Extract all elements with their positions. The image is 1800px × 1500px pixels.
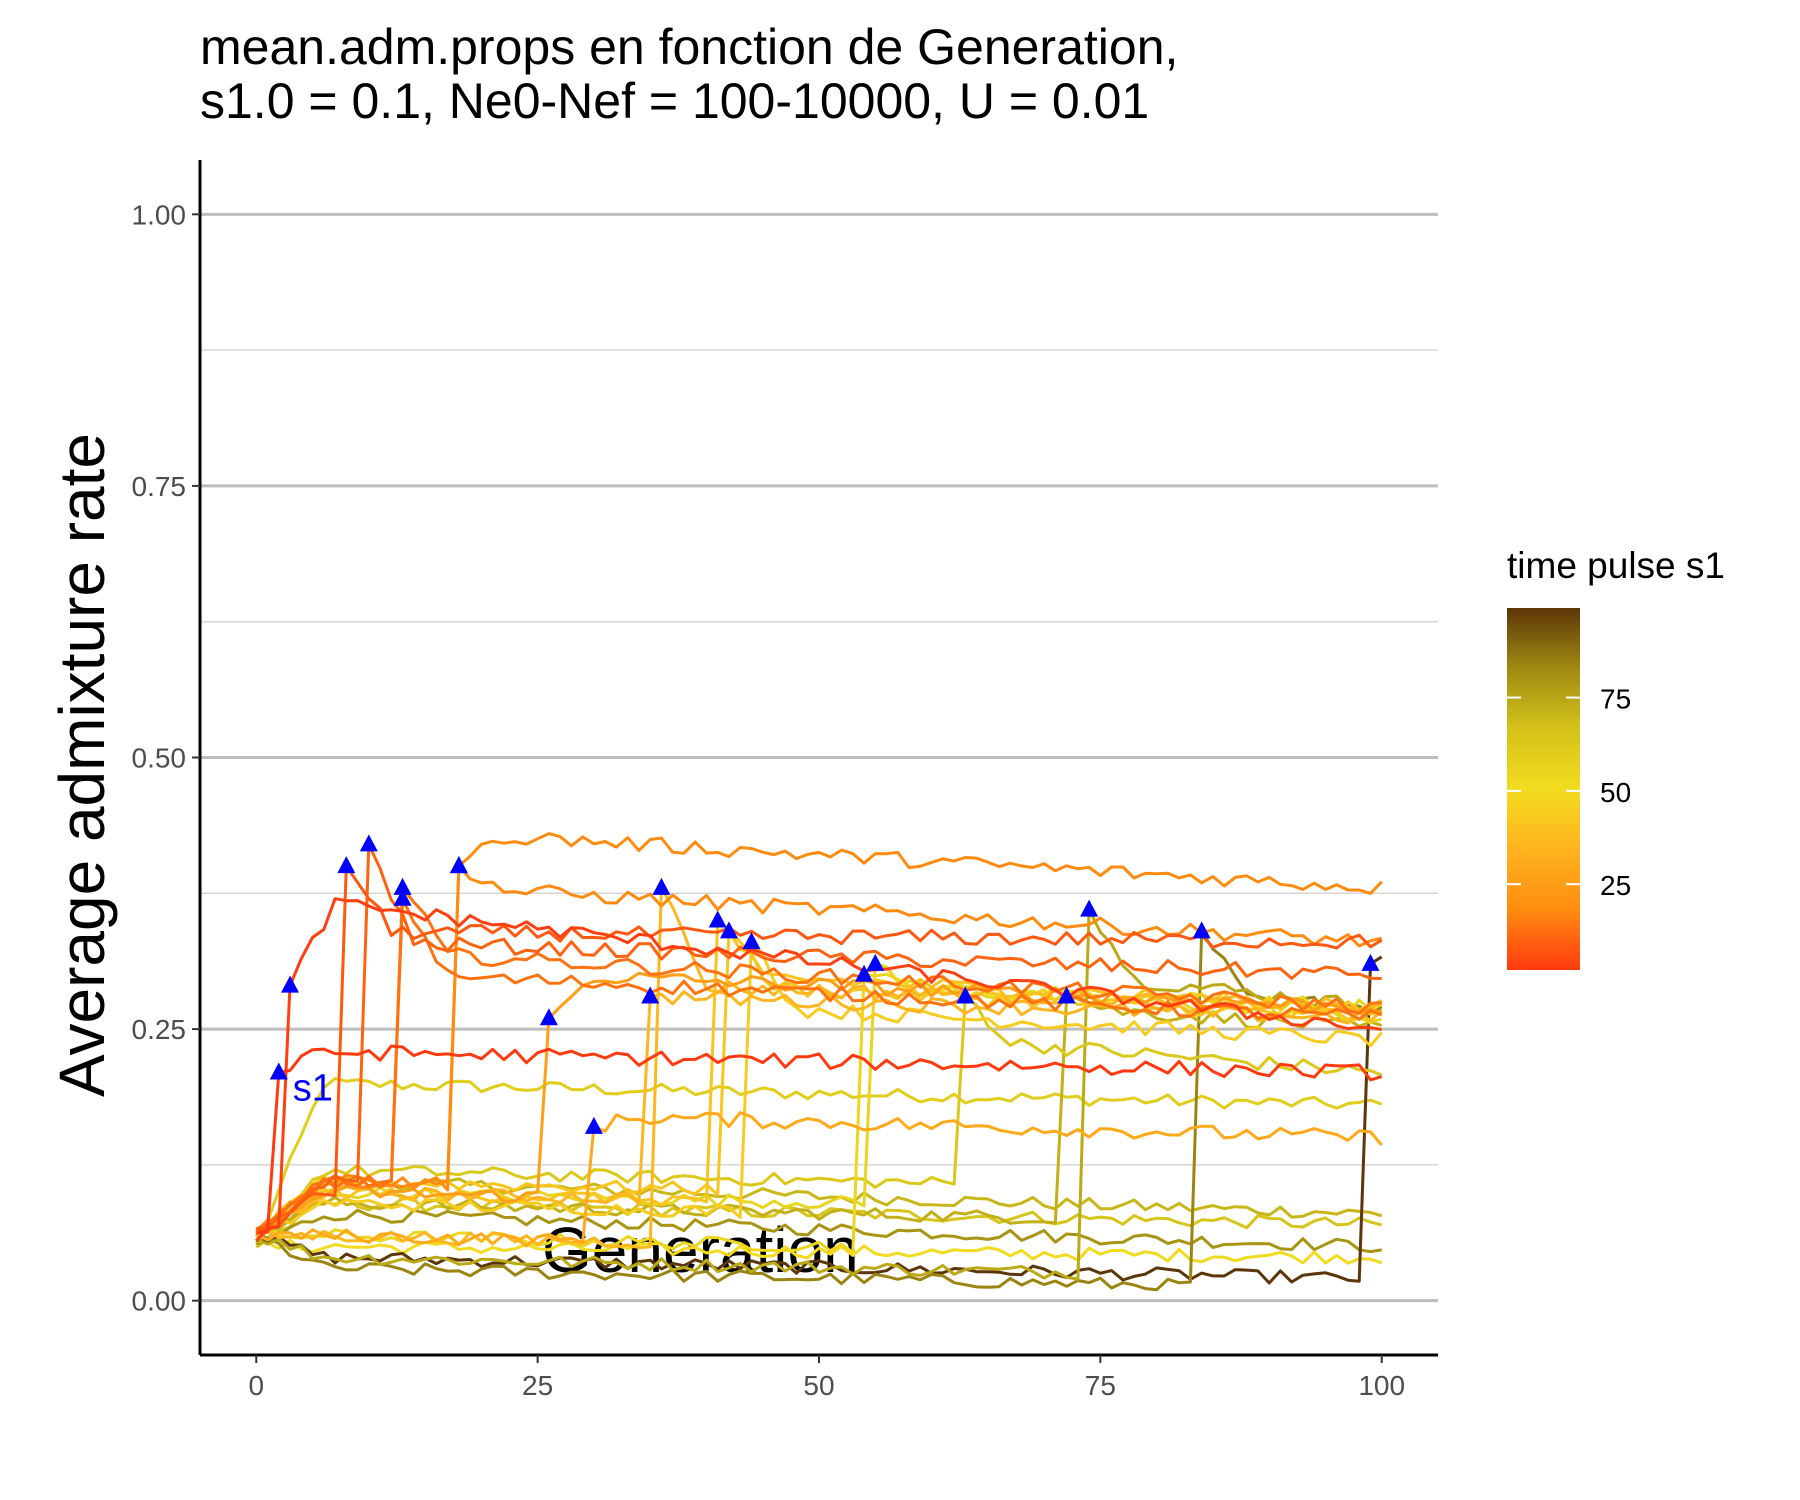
pulse-marker <box>1361 953 1380 971</box>
series-line <box>255 842 1382 1233</box>
series-line <box>255 972 1383 1255</box>
y-tick-label: 0.50 <box>132 743 187 774</box>
series-line <box>255 886 1382 1231</box>
pulse-marker <box>866 953 885 971</box>
series-line <box>255 908 1383 1281</box>
series-line <box>255 1111 1383 1248</box>
series-line <box>255 940 1383 1235</box>
pulse-marker <box>652 877 671 895</box>
pulse-marker <box>708 910 727 928</box>
legend-tick-label: 25 <box>1600 870 1631 901</box>
y-tick-label: 0.75 <box>132 471 187 502</box>
pulse-marker <box>1057 986 1076 1004</box>
series-line <box>255 832 1383 1233</box>
legend-title: time pulse s1 <box>1507 545 1725 586</box>
legend-colorbar <box>1507 608 1580 970</box>
series-line <box>255 989 1383 1235</box>
x-tick-label: 100 <box>1358 1370 1405 1401</box>
series-line <box>255 1044 1383 1235</box>
pulse-marker <box>855 964 874 982</box>
pulse-marker <box>539 1008 558 1026</box>
y-tick-label: 1.00 <box>132 199 187 230</box>
x-tick-label: 0 <box>248 1370 264 1401</box>
pulse-marker <box>393 888 412 906</box>
y-tick-label: 0.25 <box>132 1014 187 1045</box>
series-line <box>256 995 1383 1232</box>
pulse-marker <box>956 986 975 1004</box>
x-tick-label: 50 <box>803 1370 834 1401</box>
pulse-marker <box>269 1062 288 1080</box>
pulse-marker <box>584 1116 603 1134</box>
chart-subtitle: s1.0 = 0.1, Ne0-Nef = 100-10000, U = 0.0… <box>200 73 1150 129</box>
series-line <box>255 929 1382 1239</box>
series-line <box>254 1077 1383 1245</box>
series-line <box>255 864 1383 1242</box>
series-line <box>255 995 1383 1233</box>
series-line <box>255 897 1383 1235</box>
annotation-s1: s1 <box>293 1068 333 1110</box>
pulse-marker <box>281 975 300 993</box>
chart-title: mean.adm.props en fonction de Generation… <box>200 19 1179 75</box>
pulse-marker <box>1080 899 1099 917</box>
legend-tick-label: 75 <box>1600 684 1631 715</box>
pulse-marker <box>719 921 738 939</box>
y-tick-label: 0.00 <box>132 1286 187 1317</box>
series-line <box>255 1208 1382 1254</box>
pulse-marker <box>641 986 660 1004</box>
pulse-marker <box>1192 921 1211 939</box>
pulse-marker <box>449 856 468 874</box>
series-line <box>255 897 1382 1242</box>
pulse-marker <box>742 932 761 950</box>
series-line <box>255 886 1383 1250</box>
x-tick-label: 75 <box>1085 1370 1116 1401</box>
legend-tick-label: 50 <box>1600 777 1631 808</box>
series-line <box>255 929 1383 1292</box>
x-tick-label: 25 <box>522 1370 553 1401</box>
pulse-marker <box>393 877 412 895</box>
pulse-marker <box>359 834 378 852</box>
pulse-marker <box>337 856 356 874</box>
